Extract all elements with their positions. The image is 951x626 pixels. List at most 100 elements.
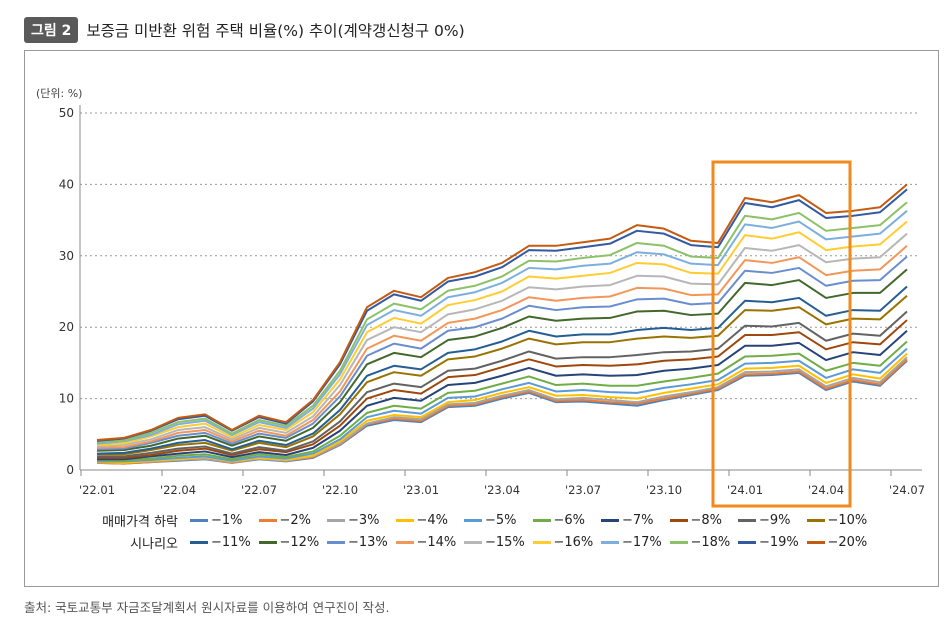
- legend-item: −16%: [532, 535, 602, 550]
- legend-swatch: [669, 519, 688, 522]
- legend-label: −12%: [279, 535, 320, 550]
- legend-swatch: [464, 519, 482, 522]
- series-line-7: [97, 330, 908, 461]
- legend-swatch: [327, 541, 345, 544]
- legend-label: −8%: [690, 513, 723, 528]
- x-tick-label: '23.10: [646, 483, 682, 497]
- legend-item: −15%: [464, 535, 533, 550]
- legend-label: −7%: [622, 513, 654, 528]
- legend-swatch: [601, 541, 619, 544]
- x-tick-label: '24.07: [889, 483, 925, 497]
- y-tick-label: 40: [59, 177, 74, 191]
- legend-item: −14%: [395, 535, 465, 550]
- series-line-6: [96, 340, 908, 462]
- legend-label: −17%: [622, 535, 662, 550]
- series-line-15: [96, 232, 908, 448]
- legend-swatch: [258, 541, 277, 544]
- legend-label: −10%: [827, 513, 868, 528]
- unit-label: (단위: %): [36, 87, 82, 100]
- series-line-19: [96, 188, 908, 442]
- x-tick-label: '24.01: [727, 483, 763, 497]
- legend-label: −6%: [553, 513, 586, 528]
- series-line-11: [96, 285, 908, 455]
- legend-row-2: 시나리오 −11% −12% −13% −14% −15% −16% −17% −18% −19…: [0, 533, 875, 552]
- series-line-9: [97, 310, 908, 458]
- series-line-16: [96, 220, 908, 447]
- series-line-17: [96, 210, 908, 445]
- legend-item: −13%: [327, 535, 396, 550]
- legend-label: −3%: [348, 513, 380, 528]
- x-tick-label: '23.01: [403, 483, 439, 497]
- legend-item: −20%: [806, 535, 876, 550]
- figure-label: 그림 2: [24, 17, 79, 43]
- legend-item: −9%: [738, 513, 807, 528]
- legend-item: −11%: [190, 535, 259, 550]
- legend-item: −10%: [806, 513, 876, 528]
- legend-label: −16%: [553, 535, 594, 550]
- legend-swatch: [464, 541, 482, 544]
- y-tick-label: 20: [59, 320, 74, 334]
- series-line-8: [97, 319, 908, 459]
- legend-item: −1%: [190, 513, 259, 528]
- legend-swatch: [190, 541, 208, 544]
- legend-swatch: [532, 541, 551, 544]
- y-tick-label: 10: [59, 392, 74, 406]
- y-tick-label: 30: [59, 249, 74, 263]
- legend-swatch: [669, 541, 688, 544]
- legend-title-2: 시나리오: [130, 537, 178, 552]
- figure-header: 그림 2 보증금 미반환 위험 주택 비율(%) 추이(계약갱신청구 0%): [24, 17, 465, 43]
- series-line-13: [96, 255, 908, 451]
- x-tick-label: '23.04: [484, 483, 520, 497]
- legend-swatch: [258, 519, 277, 522]
- legend-label: −5%: [485, 513, 517, 528]
- legend-item: −2%: [258, 513, 328, 528]
- x-tick-label: '22.07: [241, 483, 277, 497]
- legend-item: −5%: [464, 513, 533, 528]
- legend-item: −18%: [669, 535, 739, 550]
- legend-item: −6%: [532, 513, 602, 528]
- legend-label: −14%: [416, 535, 457, 550]
- legend-swatch: [532, 519, 551, 522]
- legend-swatch: [190, 519, 208, 522]
- y-tick-label: 0: [66, 463, 74, 477]
- x-tick-label: '22.01: [79, 483, 115, 497]
- legend-label: −18%: [690, 535, 731, 550]
- source-note: 출처: 국토교통부 자금조달계획서 원시자료를 이용하여 연구진이 작성.: [24, 600, 390, 615]
- legend-label: −2%: [279, 513, 312, 528]
- series-line-18: [96, 201, 908, 444]
- legend-swatch: [395, 541, 414, 544]
- series-line-14: [96, 245, 908, 449]
- x-tick-label: '23.07: [565, 483, 601, 497]
- highlight-box: [711, 160, 852, 508]
- legend-label: −13%: [348, 535, 388, 550]
- legend-label: −19%: [759, 535, 799, 550]
- legend-swatch: [806, 541, 825, 544]
- figure-title: 보증금 미반환 위험 주택 비율(%) 추이(계약갱신청구 0%): [86, 22, 465, 40]
- legend-label: −20%: [827, 535, 868, 550]
- series-line-5: [97, 347, 908, 463]
- legend-swatch: [806, 519, 825, 522]
- legend-item: −17%: [601, 535, 670, 550]
- legend-swatch: [327, 519, 345, 522]
- y-tick-label: 50: [59, 106, 74, 120]
- legend-row-1: 매매가격 하락 −1% −2% −3% −4% −5% −6% −7% −8% −9% −10%: [0, 511, 875, 530]
- legend-swatch: [395, 519, 414, 522]
- series-line-20: [96, 183, 908, 442]
- legend-item: −8%: [669, 513, 739, 528]
- legend-label: −9%: [759, 513, 791, 528]
- chart-frame: [24, 50, 939, 587]
- legend-item: −4%: [395, 513, 465, 528]
- legend-label: −11%: [211, 535, 251, 550]
- legend-label: −4%: [416, 513, 449, 528]
- legend-swatch: [738, 541, 756, 544]
- legend-title-1: 매매가격 하락: [102, 515, 178, 530]
- legend-label: −15%: [485, 535, 525, 550]
- legend-item: −19%: [738, 535, 807, 550]
- series-line-10: [97, 295, 908, 456]
- legend-label: −1%: [211, 513, 243, 528]
- x-tick-label: '24.04: [808, 483, 844, 497]
- legend-item: −7%: [601, 513, 670, 528]
- legend-swatch: [601, 519, 619, 522]
- x-tick-label: '22.10: [322, 483, 358, 497]
